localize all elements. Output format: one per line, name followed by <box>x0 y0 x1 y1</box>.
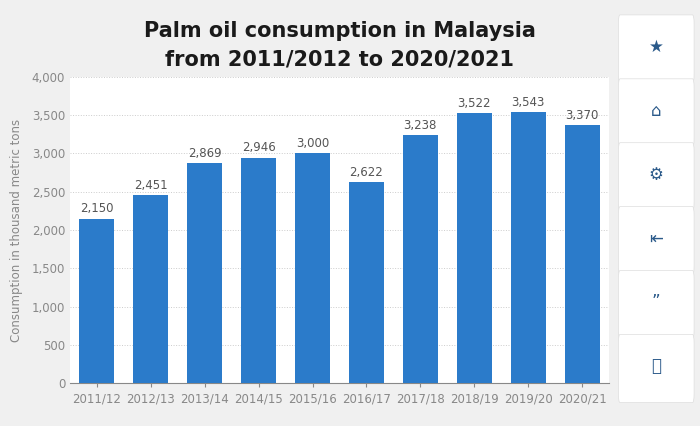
Bar <box>456 113 492 383</box>
Bar <box>79 219 115 383</box>
FancyBboxPatch shape <box>618 271 694 339</box>
Text: 3,000: 3,000 <box>296 137 329 150</box>
Bar <box>241 158 276 383</box>
Bar <box>510 112 546 383</box>
Text: ⚙: ⚙ <box>649 166 664 184</box>
Text: ⎙: ⎙ <box>651 357 661 375</box>
Text: 3,543: 3,543 <box>512 96 545 109</box>
Bar <box>402 135 438 383</box>
Text: 2,150: 2,150 <box>80 202 113 216</box>
Text: 2,622: 2,622 <box>349 166 384 179</box>
FancyBboxPatch shape <box>618 15 694 83</box>
Text: 3,522: 3,522 <box>458 97 491 110</box>
FancyBboxPatch shape <box>618 207 694 275</box>
Text: 2,451: 2,451 <box>134 179 168 193</box>
Bar <box>349 182 384 383</box>
Text: 2,946: 2,946 <box>241 141 276 155</box>
Text: Palm oil consumption in Malaysia
from 2011/2012 to 2020/2021: Palm oil consumption in Malaysia from 20… <box>144 21 536 69</box>
FancyBboxPatch shape <box>618 334 694 403</box>
Text: ⌂: ⌂ <box>651 102 661 120</box>
Bar <box>133 196 169 383</box>
FancyBboxPatch shape <box>618 143 694 211</box>
Bar <box>564 125 600 383</box>
Text: 2,869: 2,869 <box>188 147 222 160</box>
Text: 3,238: 3,238 <box>404 119 437 132</box>
Bar <box>187 164 223 383</box>
Bar <box>295 153 330 383</box>
Y-axis label: Consumption in thousand metric tons: Consumption in thousand metric tons <box>10 118 23 342</box>
Text: ”: ” <box>652 294 661 311</box>
Text: ★: ★ <box>649 38 664 56</box>
Text: 3,370: 3,370 <box>566 109 598 122</box>
Text: ⇤: ⇤ <box>650 230 663 248</box>
FancyBboxPatch shape <box>618 79 694 147</box>
